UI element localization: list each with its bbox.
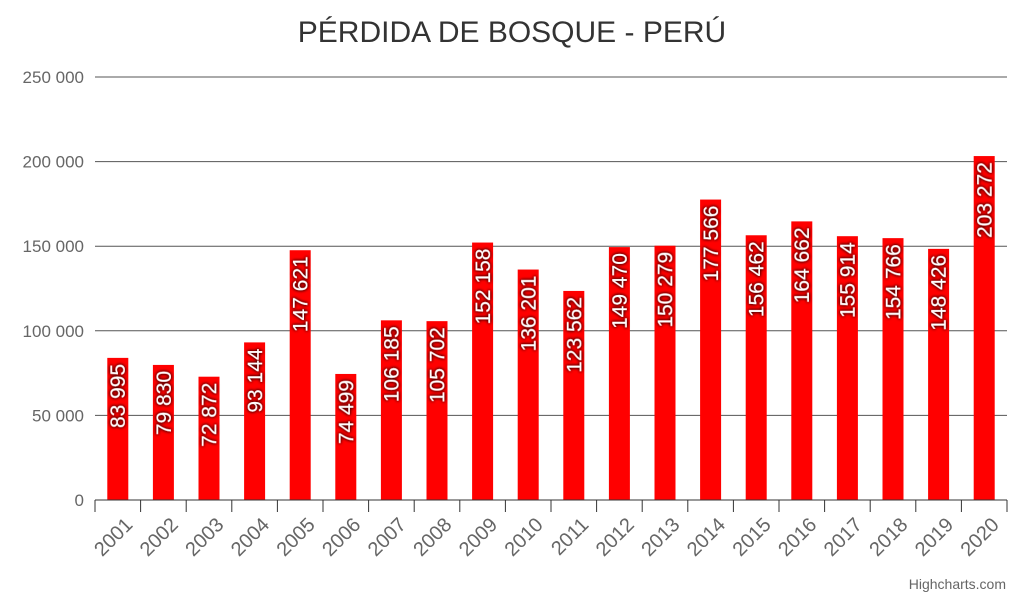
y-tick-label: 250 000 <box>23 68 84 87</box>
bar-2004[interactable] <box>244 342 266 500</box>
x-tick-label: 2010 <box>501 514 548 561</box>
bar-2014[interactable] <box>700 199 722 500</box>
data-label: 154 766 <box>882 244 905 320</box>
x-tick-label: 2006 <box>318 514 365 561</box>
bar-2010[interactable] <box>517 269 539 500</box>
bar-2017[interactable] <box>836 236 858 500</box>
data-label: 83 995 <box>107 364 130 428</box>
data-label: 149 470 <box>609 253 632 329</box>
data-label: 164 662 <box>791 227 814 303</box>
y-tick-label: 150 000 <box>23 237 84 256</box>
data-label: 150 279 <box>654 252 677 328</box>
bar-2020[interactable] <box>973 156 995 500</box>
bar-2012[interactable] <box>608 247 630 500</box>
bar-2008[interactable] <box>426 321 448 500</box>
data-label: 136 201 <box>518 276 541 352</box>
x-tick-label: 2016 <box>774 514 821 561</box>
y-axis-ticks: 0 50 000 100 000 150 000 200 000 250 000 <box>23 68 84 510</box>
y-tick-label: 100 000 <box>23 322 84 341</box>
bar-2003[interactable] <box>198 376 220 500</box>
x-tick-label: 2004 <box>227 514 274 561</box>
data-label: 105 702 <box>426 327 449 403</box>
data-label: 156 462 <box>746 241 769 317</box>
x-tick-label: 2019 <box>911 514 958 561</box>
data-label: 79 830 <box>153 371 176 435</box>
x-tick-label: 2013 <box>637 514 684 561</box>
x-tick-label: 2003 <box>181 514 228 561</box>
x-tick-label: 2020 <box>957 514 1004 561</box>
bar-2011[interactable] <box>563 290 585 500</box>
chart-title: PÉRDIDA DE BOSQUE - PERÚ <box>298 16 726 49</box>
x-tick-label: 2014 <box>683 514 730 561</box>
data-label: 152 158 <box>472 249 495 325</box>
data-label: 177 566 <box>700 206 723 282</box>
bar-2016[interactable] <box>791 221 813 500</box>
data-label: 203 272 <box>974 162 997 238</box>
bar-2007[interactable] <box>380 320 402 500</box>
data-label: 123 562 <box>563 297 586 373</box>
bar-2013[interactable] <box>654 245 676 500</box>
data-label: 74 499 <box>335 380 358 444</box>
bar-2002[interactable] <box>152 364 174 500</box>
x-tick-label: 2008 <box>409 514 456 561</box>
credits-link[interactable]: Highcharts.com <box>909 576 1006 592</box>
x-tick-label: 2002 <box>136 514 183 561</box>
y-tick-label: 0 <box>75 491 84 510</box>
bar-2001[interactable] <box>107 357 129 500</box>
y-tick-label: 200 000 <box>23 153 84 172</box>
bar-2009[interactable] <box>472 242 494 501</box>
y-tick-label: 50 000 <box>32 406 84 425</box>
data-labels: 83 995 79 830 72 872 93 144 147 621 74 499 106… <box>107 162 996 447</box>
x-axis: 2001200220032004200520062007200820092010… <box>90 499 1008 561</box>
data-label: 147 621 <box>290 256 313 332</box>
x-tick-label: 2017 <box>820 514 867 561</box>
x-tick-label: 2005 <box>273 514 320 561</box>
bars <box>107 156 995 501</box>
bar-2015[interactable] <box>745 235 767 500</box>
grid-lines <box>95 76 1007 416</box>
bar-2006[interactable] <box>335 373 357 500</box>
x-tick-label: 2009 <box>455 514 502 561</box>
data-label: 148 426 <box>928 255 951 331</box>
x-tick-label: 2015 <box>729 514 776 561</box>
data-label: 106 185 <box>381 326 404 402</box>
bar-2018[interactable] <box>882 238 904 500</box>
data-label: 155 914 <box>837 242 860 318</box>
x-tick-label: 2012 <box>592 514 639 561</box>
data-label: 72 872 <box>198 383 221 447</box>
x-tick-label: 2011 <box>547 514 593 560</box>
bar-2005[interactable] <box>289 250 311 500</box>
bar-2019[interactable] <box>928 248 950 500</box>
data-label: 93 144 <box>244 348 267 413</box>
x-tick-label: 2001 <box>90 514 137 561</box>
x-tick-label: 2007 <box>364 514 411 561</box>
x-tick-label: 2018 <box>865 514 912 561</box>
